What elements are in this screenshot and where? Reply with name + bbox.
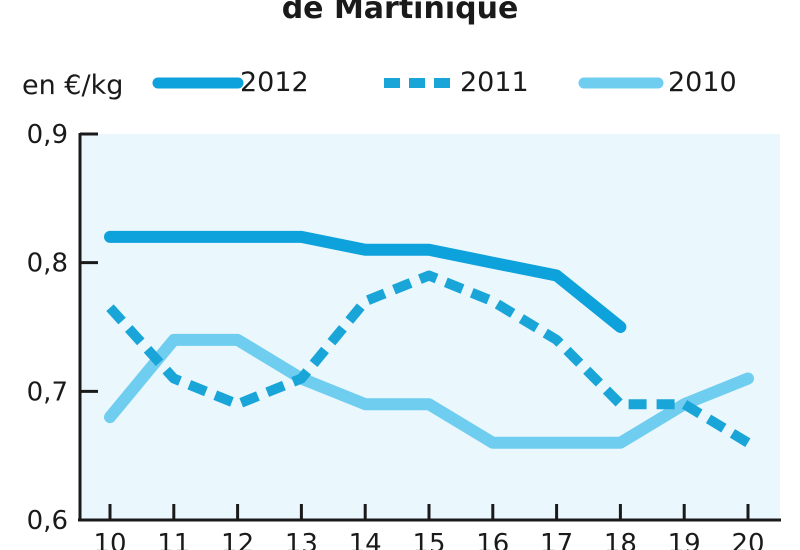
legend-label-2012: 2012 (240, 67, 309, 98)
plot-area (80, 134, 780, 520)
x-tick-label: 12 (221, 529, 254, 550)
series-line-2011 (106, 270, 751, 448)
legend: 2012 2011 2010 (152, 67, 737, 98)
x-tick-label: 16 (476, 529, 509, 550)
y-axis-unit-label: en €/kg (22, 70, 123, 101)
series-layer (104, 230, 754, 449)
x-tick-label: 14 (349, 529, 382, 550)
x-tick-label: 20 (731, 529, 764, 550)
x-tick-label: 10 (93, 529, 126, 550)
x-tick-label: 13 (285, 529, 318, 550)
x-axis-ticks: 10 11 12 13 14 15 16 17 18 19 20 (93, 504, 765, 550)
legend-label-2010: 2010 (668, 67, 737, 98)
x-tick-label: 11 (157, 529, 190, 550)
y-tick-label: 0,6 (27, 506, 68, 536)
x-tick-label: 15 (412, 529, 445, 550)
x-tick-label: 19 (668, 529, 701, 550)
legend-label-2011: 2011 (460, 67, 529, 98)
x-tick-label: 17 (540, 529, 573, 550)
series-line-2010 (104, 333, 754, 449)
chart-title: de Martinique (282, 0, 519, 26)
x-tick-label: 18 (604, 529, 637, 550)
y-tick-label: 0,8 (27, 249, 68, 279)
y-tick-label: 0,7 (27, 377, 68, 407)
y-axis-ticks: 0,9 0,8 0,7 0,6 (27, 120, 98, 536)
series-line-2012 (104, 230, 627, 333)
y-tick-label: 0,9 (27, 120, 68, 150)
